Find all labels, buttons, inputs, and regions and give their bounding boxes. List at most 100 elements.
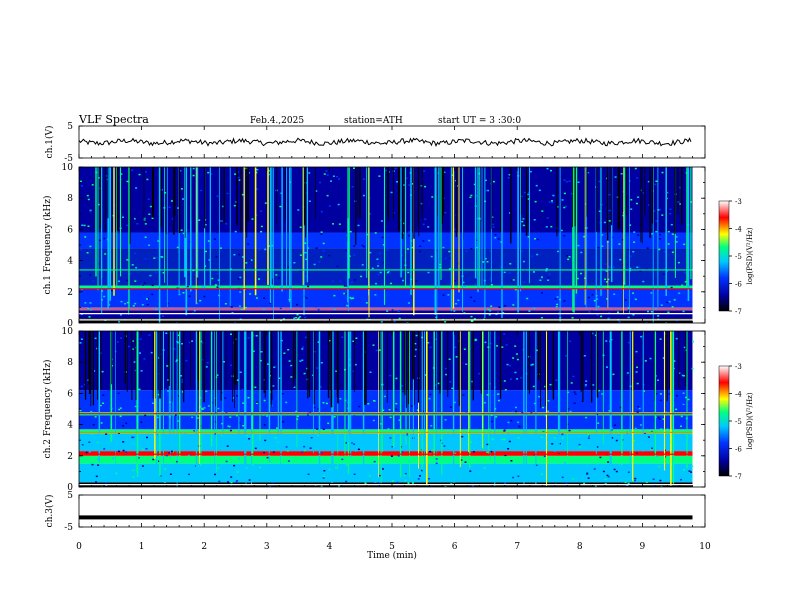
spectrogram-speckle [287,266,290,268]
spectrogram-speckle [587,172,590,174]
spectrogram-speckle [647,310,649,313]
spectrogram-speckle [171,218,174,220]
spectrogram-speckle [484,341,487,344]
spectrogram-speckle [350,297,353,300]
spectrogram-speckle [332,175,335,177]
spectrogram-speckle [382,244,385,246]
spectrogram-speckle [512,279,515,281]
spectrogram-speckle [496,345,498,347]
spectrogram-speckle [444,419,447,421]
spectrogram-speckle [419,250,422,253]
spectrogram-speckle [492,223,495,226]
spectrogram-speckle [522,218,525,220]
spectrogram-speckle [523,281,526,283]
spectrogram-speckle [136,223,139,225]
spectrogram-speckle [533,307,536,309]
colorbar-tick-label: -6 [735,281,742,289]
spectrogram-speckle [563,300,566,302]
spectrogram-speckle [636,366,638,369]
spectrogram-speckle [471,380,474,383]
spectrogram-speckle [648,204,651,206]
spectrogram-speckle [404,320,407,323]
spectrogram-speckle [325,170,328,172]
spectrogram-speckle [178,293,181,296]
spectrogram-speckle [319,466,322,468]
spectrogram-speckle [573,391,576,393]
spectrogram-speckle [551,443,554,445]
spectrogram-speckle [627,316,630,319]
ch2-frequency-axis-label: ch.2 Frequency (kHz) [42,360,53,459]
spectrogram-speckle [205,390,208,393]
spectrogram-speckle [268,245,271,247]
spectrogram-speckle [322,250,325,252]
spectrogram-speckle [613,293,616,295]
spectrogram-speckle [678,186,681,189]
spectrogram-speckle [135,206,138,209]
spectrogram-speckle [325,230,328,233]
spectrogram-speckle [352,370,355,372]
spectrogram-speckle [625,415,628,418]
spectrogram-speckle [96,441,99,444]
spectrogram-speckle [284,443,287,445]
spectrogram-speckle [382,468,384,470]
spectrogram-speckle [586,473,589,475]
spectrogram-speckle [322,242,325,245]
spectrogram-speckle [536,215,539,218]
spectrogram-speckle [627,309,630,312]
spectrogram-speckle [384,169,387,172]
spectrogram-speckle [527,198,530,200]
spectrogram-speckle [226,192,229,195]
spectrogram-speckle [321,472,324,475]
spectrogram-speckle [604,278,607,280]
spectrogram-speckle [215,411,218,413]
spectrogram-speckle [565,482,568,484]
spectrogram-speckle [252,350,255,352]
spectrogram-speckle [565,355,567,357]
spectrogram-speckle [98,239,101,242]
spectrogram-speckle [269,431,272,433]
spectrogram-speckle [366,370,368,372]
spectrogram-speckle [90,411,93,413]
colorbar-tick-label: -6 [735,446,742,454]
spectrogram-speckle [132,469,135,472]
spectrogram-speckle [157,218,160,220]
spectrogram-speckle [489,234,492,236]
spectrogram-speckle [345,249,348,252]
spectrogram-speckle [601,393,604,395]
spectrogram-speckle [676,320,678,322]
spectrogram-speckle [270,284,273,287]
spectrogram-speckle [453,401,456,404]
spectrogram-speckle [191,430,194,433]
spectrogram-speckle [687,398,690,401]
spectrogram-speckle [336,195,339,197]
spectrogram-speckle [300,479,302,482]
x-tick-label: 3 [264,542,270,552]
spectrogram-speckle [587,437,590,439]
spectrogram-speckle [205,192,208,194]
spectrogram-speckle [603,280,605,282]
spectrogram-speckle [463,348,466,350]
spectrogram-speckle [636,266,639,268]
spectrogram-speckle [311,438,314,440]
spectrogram-speckle [449,385,452,387]
spectrogram-speckle [604,483,607,485]
spectrogram-speckle [667,311,670,313]
spectrogram-speckle [486,394,489,396]
spectrogram-speckle [419,245,422,247]
colorbar-tick-label: -4 [735,226,742,234]
spectrogram-speckle [406,248,409,250]
spectrogram-speckle [256,179,259,181]
spectrogram-speckle [375,349,378,352]
spectrogram-speckle [570,382,573,384]
spectrogram-speckle [224,397,227,399]
spectrogram-speckle [509,378,512,380]
spectrogram-speckle [307,473,310,475]
spectrogram-speckle [648,405,651,407]
spectrogram-speckle [217,467,220,469]
spectrogram-speckle [636,382,639,385]
spectrogram-speckle [107,388,110,391]
spectrogram-speckle [86,173,89,175]
spectrogram-speckle [228,425,231,428]
spectrogram-speckle [442,246,445,249]
spectrogram-speckle [515,353,518,355]
